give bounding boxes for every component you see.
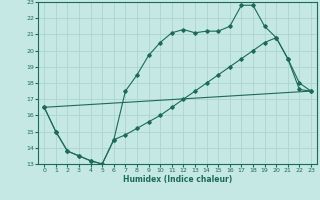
- X-axis label: Humidex (Indice chaleur): Humidex (Indice chaleur): [123, 175, 232, 184]
